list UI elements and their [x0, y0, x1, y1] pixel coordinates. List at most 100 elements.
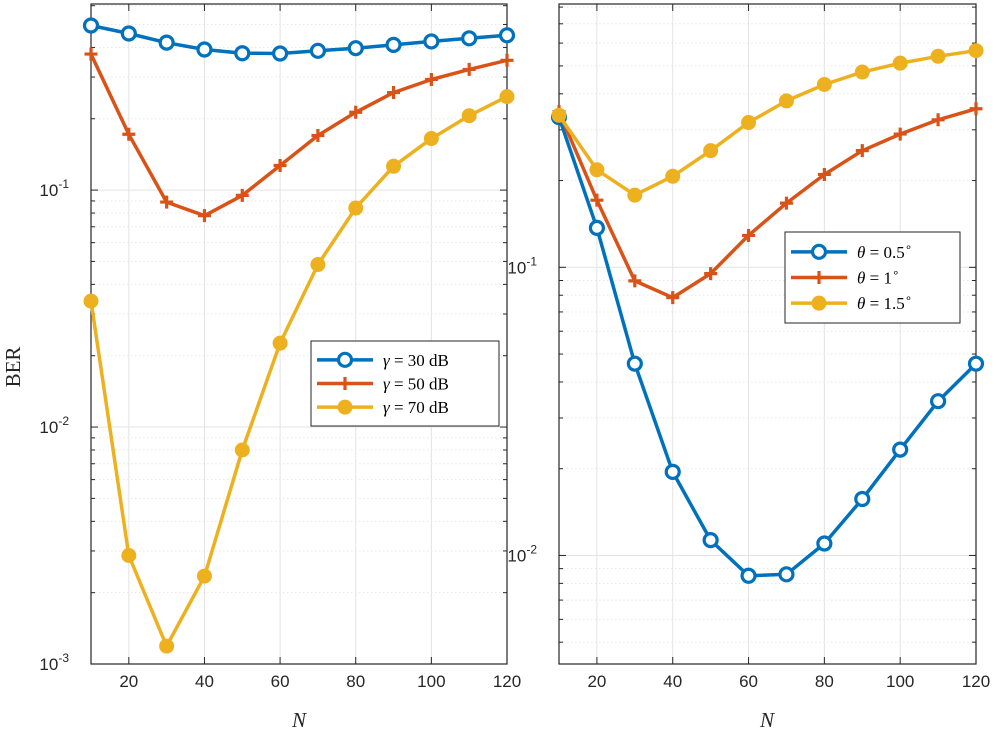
legend-label: γ = 30 dB: [383, 351, 449, 370]
data-point: [309, 42, 327, 59]
x-tick-label: 80: [346, 672, 365, 691]
legend-marker: [336, 351, 354, 368]
data-point: [423, 131, 439, 147]
data-point: [120, 25, 137, 42]
data-point: [271, 45, 289, 62]
data-point: [158, 34, 175, 51]
legend-marker: [810, 243, 828, 260]
grid: [91, 4, 508, 665]
data-point: [628, 274, 642, 288]
y-tick-label: 10-1: [39, 177, 69, 200]
data-point: [892, 441, 909, 458]
chart-left-panel: 20 40 60 80 100 120 10-1 10-2 10-3 γ = 30 dB γ = 5…: [39, 3, 521, 691]
x-tick-label: 60: [271, 672, 290, 691]
data-point: [816, 535, 833, 552]
data-point: [627, 187, 643, 203]
x-tick-label: 120: [962, 672, 990, 691]
data-point: [664, 463, 681, 480]
legend-entry: γ = 50 dB: [317, 375, 449, 394]
data-point: [931, 113, 945, 127]
x-tick-label: 60: [739, 672, 758, 691]
axes-box: [90, 3, 508, 665]
data-point: [740, 567, 757, 584]
legend-entry: θ = 1.5∘: [791, 291, 912, 313]
series-line: [89, 53, 508, 218]
series-1: [82, 17, 516, 62]
left-x-axis-label: N: [291, 708, 307, 732]
data-point: [854, 64, 870, 80]
data-point: [499, 89, 515, 105]
legend-entry: γ = 70 dB: [317, 398, 449, 417]
data-point: [929, 393, 947, 410]
x-tick-label: 100: [886, 672, 914, 691]
data-point: [82, 17, 100, 34]
right-x-axis-label: N: [759, 708, 775, 732]
series-2: [84, 47, 514, 223]
x-tick-label: 120: [493, 672, 521, 691]
data-point: [703, 143, 719, 159]
data-point: [122, 127, 136, 141]
series-3: [551, 43, 984, 203]
data-point: [666, 291, 680, 305]
data-point: [817, 167, 831, 181]
axes-box: [558, 3, 977, 665]
legend-label: θ = 0.5∘: [857, 240, 912, 262]
data-point: [854, 490, 871, 508]
y-tick-label: 10-3: [39, 651, 69, 674]
data-point: [461, 108, 477, 124]
data-point: [272, 335, 288, 351]
legend-entry: θ = 1∘: [791, 266, 899, 288]
legend-marker: [811, 295, 827, 311]
data-point: [197, 209, 211, 223]
data-point: [386, 158, 402, 174]
data-point: [387, 86, 401, 100]
data-point: [590, 193, 604, 207]
data-point: [968, 43, 984, 59]
data-point: [741, 115, 757, 131]
data-point: [498, 27, 516, 44]
data-point: [702, 532, 719, 549]
legend: γ = 30 dB γ = 50 dB γ = 70 dB: [310, 340, 500, 427]
data-point: [424, 72, 438, 86]
data-point: [778, 566, 795, 583]
data-point: [892, 55, 908, 71]
data-point: [234, 442, 250, 458]
series-3: [83, 89, 515, 654]
grid: [559, 4, 977, 664]
data-point: [84, 47, 98, 61]
data-point: [121, 548, 137, 564]
legend-label: γ = 70 dB: [383, 398, 449, 417]
data-point: [704, 267, 718, 281]
y-tick-label: 10-2: [507, 542, 537, 565]
data-point: [893, 127, 907, 141]
y-tick-label: 10-1: [507, 254, 537, 277]
data-point: [779, 196, 793, 210]
x-tick-label: 20: [119, 672, 138, 691]
data-point: [969, 102, 983, 116]
legend-entry: γ = 30 dB: [317, 351, 449, 370]
data-point: [665, 168, 681, 184]
legend-marker: [337, 399, 353, 415]
data-point: [196, 41, 213, 58]
data-point: [160, 195, 174, 209]
series-line: [557, 107, 977, 300]
data-point: [589, 162, 605, 178]
data-point: [778, 93, 794, 109]
x-tick-label: 80: [815, 672, 834, 691]
data-point: [235, 188, 249, 202]
data-point: [83, 293, 99, 309]
x-tick-label: 40: [195, 672, 214, 691]
data-point: [196, 568, 212, 584]
data-point: [349, 105, 363, 119]
data-point: [310, 257, 326, 273]
y-tick-label: 10-2: [39, 414, 69, 437]
data-point: [551, 107, 567, 123]
data-point: [273, 158, 287, 172]
data-point: [855, 144, 869, 158]
x-tick-label: 20: [587, 672, 606, 691]
data-point: [626, 355, 643, 372]
left-y-axis-label: BER: [1, 347, 25, 388]
x-tick-label: 100: [417, 672, 445, 691]
